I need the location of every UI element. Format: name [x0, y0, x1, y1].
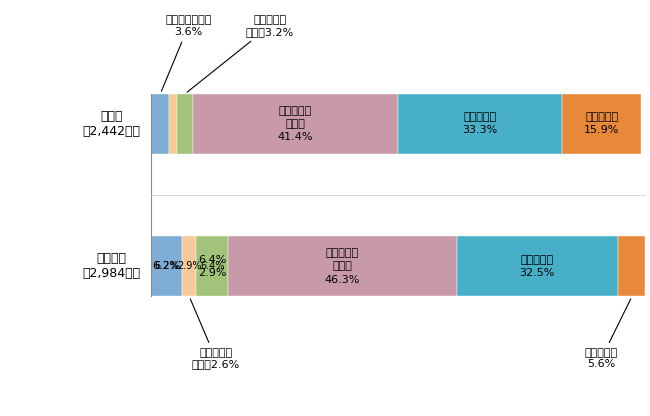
Text: わからない
5.6%: わからない 5.6% [585, 299, 630, 369]
Text: 高校２年生
の時点3.2%: 高校２年生 の時点3.2% [187, 15, 294, 92]
Bar [151, 236, 182, 297]
Text: 高校１年生
の時点2.6%: 高校１年生 の時点2.6% [190, 299, 240, 369]
Text: 2.9%: 2.9% [177, 261, 202, 272]
Bar [228, 236, 457, 297]
Bar [562, 94, 641, 154]
Text: 高校卒業後
33.3%: 高校卒業後 33.3% [462, 112, 498, 135]
Bar [398, 94, 562, 154]
Bar [182, 236, 196, 297]
Bar [618, 236, 645, 297]
Bar [196, 236, 228, 297]
Text: 高校入学より前
3.6%: 高校入学より前 3.6% [161, 15, 212, 91]
Bar [457, 236, 618, 297]
Bar [151, 94, 169, 154]
Text: わからない
15.9%: わからない 15.9% [584, 112, 619, 135]
Bar [177, 94, 193, 154]
Text: 6.2%: 6.2% [153, 261, 181, 272]
Text: 高校３年生
の時点
41.4%: 高校３年生 の時点 41.4% [278, 106, 313, 142]
Text: 6.4%
2.9%: 6.4% 2.9% [198, 255, 226, 278]
Bar [193, 94, 398, 154]
Text: 6.4%: 6.4% [200, 261, 224, 272]
Text: 高校３年生
の時点
46.3%: 高校３年生 の時点 46.3% [325, 248, 360, 285]
Text: 高校卒業後
32.5%: 高校卒業後 32.5% [519, 255, 555, 278]
Text: 6.2%: 6.2% [155, 261, 179, 272]
Bar [169, 94, 177, 154]
